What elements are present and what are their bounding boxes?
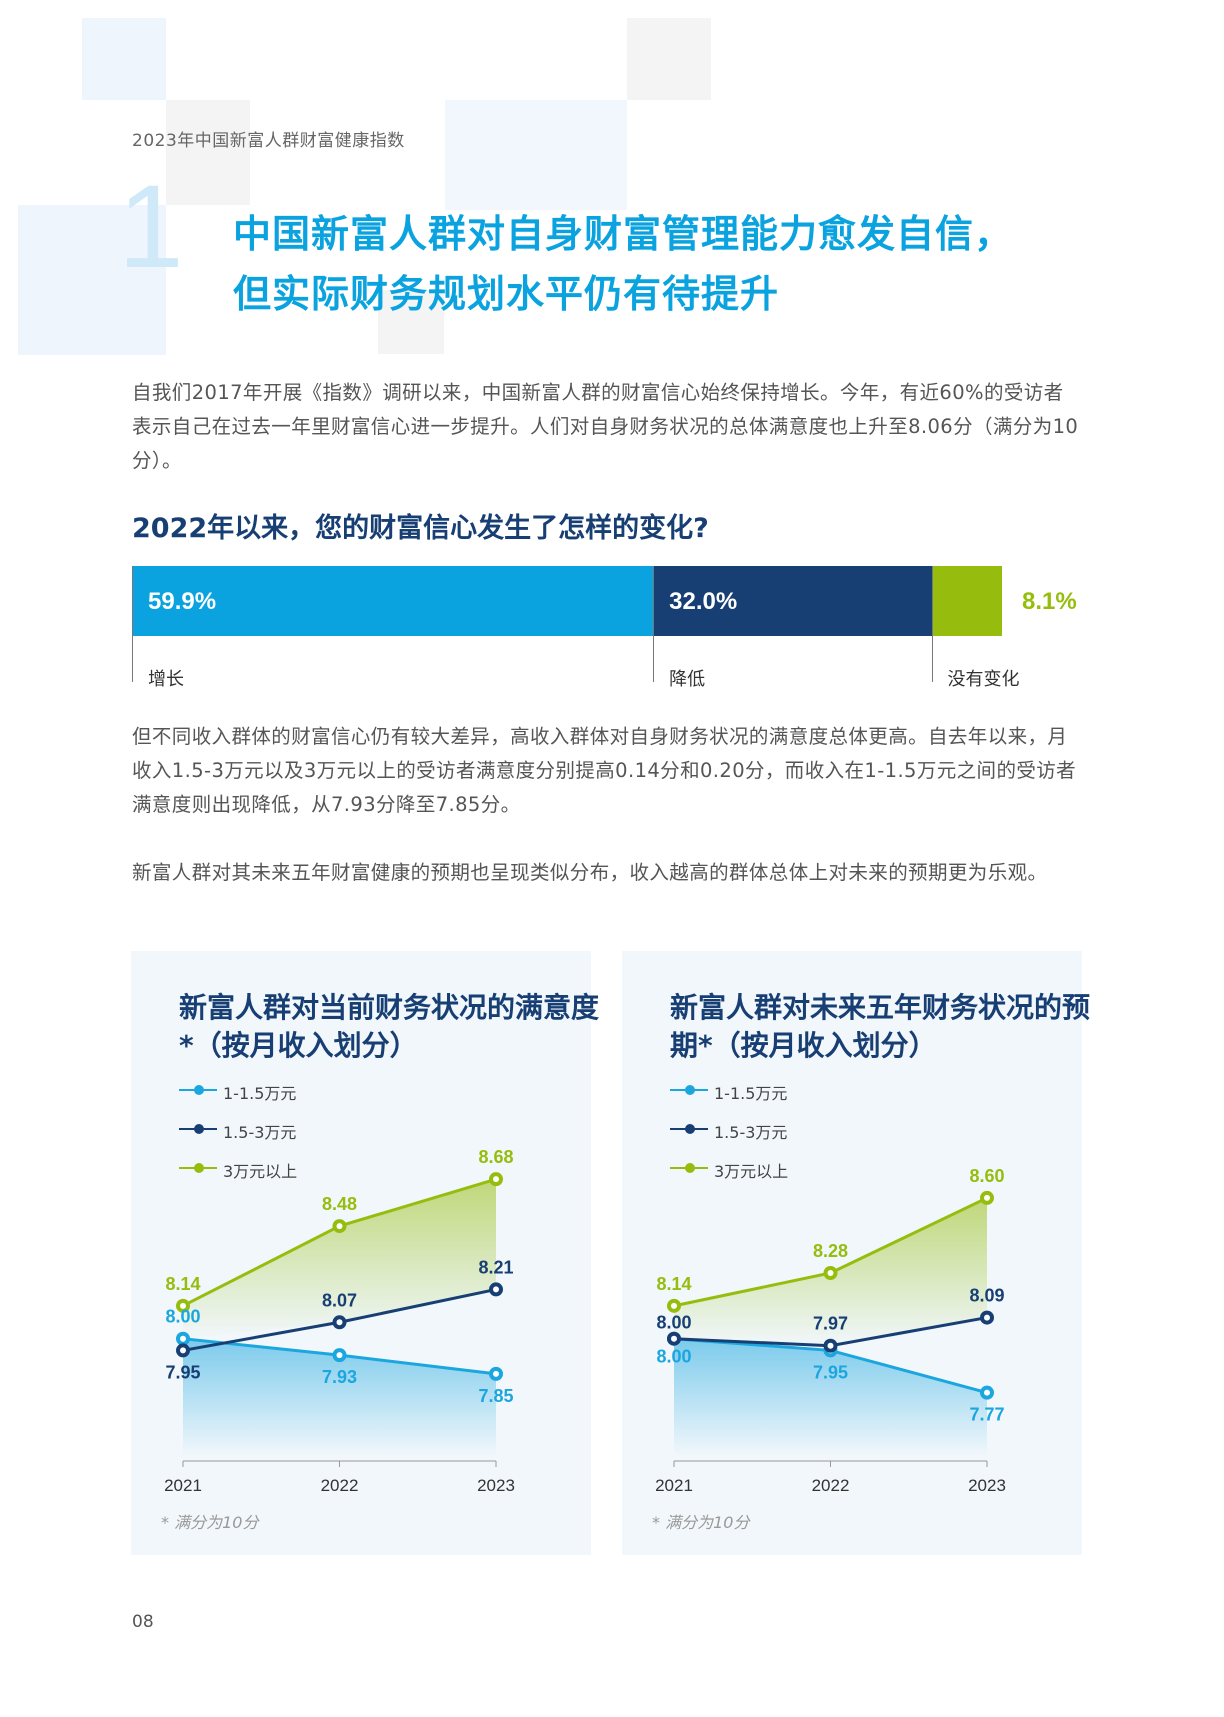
expectation-line-chart: 2021 2022 2023 8.00 7.95 7.77 8.00 7.97 8.09 8.14…: [655, 1166, 1006, 1495]
legend-label: 1.5-3万元: [714, 1123, 788, 1142]
decorative-square: [82, 18, 166, 100]
data-label: 8.21: [478, 1257, 513, 1277]
legend-label: 1.5-3万元: [223, 1123, 297, 1142]
decorative-square: [166, 100, 250, 205]
x-tick-label: 2022: [812, 1476, 850, 1495]
section-title-line-1: 中国新富人群对自身财富管理能力愈发自信，: [233, 212, 1014, 256]
chart-title: 新富人群对未来五年财务状况的预期*（按月收入划分）: [670, 991, 1091, 1062]
intro-paragraph: 自我们2017年开展《指数》调研以来，中国新富人群的财富信心始终保持增长。今年，…: [132, 381, 1079, 472]
decorative-square: [18, 205, 166, 355]
x-tick-label: 2021: [164, 1476, 202, 1495]
data-point-center: [671, 1302, 677, 1309]
data-label: 7.95: [813, 1362, 848, 1382]
data-label: 7.97: [813, 1314, 848, 1334]
bar-value-increase: 59.9%: [148, 588, 217, 615]
bar-tick-nochange: [931, 566, 933, 682]
data-point-center: [984, 1194, 990, 1201]
data-label: 7.93: [322, 1367, 357, 1387]
data-label: 8.28: [813, 1241, 848, 1261]
data-label: 8.68: [478, 1147, 513, 1167]
legend-dot: [194, 1124, 204, 1134]
x-tick-label: 2023: [477, 1476, 515, 1495]
legend-dot: [194, 1085, 204, 1095]
legend-label: 1-1.5万元: [223, 1084, 297, 1103]
area-fill: [674, 1338, 987, 1456]
legend-label: 3万元以上: [223, 1162, 298, 1181]
bar-tick-increase: [132, 566, 133, 682]
data-point-center: [493, 1176, 499, 1183]
data-point-center: [336, 1319, 343, 1326]
data-label: 8.00: [656, 1347, 691, 1367]
bar-segment-nochange: [931, 566, 1002, 636]
data-label: 8.14: [656, 1274, 691, 1294]
x-tick-label: 2021: [655, 1476, 693, 1495]
data-point-center: [984, 1389, 990, 1396]
confidence-stacked-bar: 59.9% 32.0% 8.1%: [132, 566, 1077, 636]
data-point-center: [180, 1347, 186, 1354]
data-label: 8.48: [322, 1194, 357, 1214]
data-point-center: [180, 1335, 186, 1342]
legend-dot: [194, 1163, 204, 1173]
bar-segment-decrease: 32.0%: [653, 566, 932, 636]
expectation-chart-card: 新富人群对未来五年财务状况的预期*（按月收入划分） 1-1.5万元 1.5-3万…: [622, 951, 1090, 1555]
data-point-center: [984, 1314, 990, 1321]
legend-dot: [685, 1124, 695, 1134]
data-point-center: [827, 1270, 834, 1276]
data-point-center: [493, 1286, 499, 1293]
bar-segment-increase: 59.9%: [132, 566, 654, 636]
data-point-center: [336, 1223, 343, 1230]
decorative-square: [627, 18, 711, 100]
data-point-center: [827, 1342, 834, 1349]
bar-value-decrease: 32.0%: [669, 588, 738, 615]
chart-footnote: * 满分为10分: [161, 1513, 259, 1532]
data-point-center: [493, 1370, 499, 1377]
data-label: 8.00: [165, 1307, 200, 1327]
legend-label: 3万元以上: [714, 1162, 789, 1181]
legend-dot: [685, 1085, 695, 1095]
data-label: 8.60: [969, 1166, 1004, 1186]
report-header: 2023年中国新富人群财富健康指数: [132, 131, 405, 151]
legend-dot: [685, 1163, 695, 1173]
x-tick-label: 2023: [968, 1476, 1006, 1495]
bar-label-increase: 增长: [148, 669, 184, 690]
data-point-center: [336, 1352, 343, 1359]
satisfaction-line-chart: 2021 2022 2023 8.00 7.93 7.85 7.95 8.07 8.21 8.14…: [164, 1147, 515, 1495]
data-point-center: [671, 1335, 677, 1342]
data-label: 8.09: [969, 1286, 1004, 1306]
page-number: 08: [132, 1612, 154, 1632]
decorative-square: [378, 290, 444, 354]
decorative-square: [445, 100, 627, 210]
x-tick-label: 2022: [321, 1476, 359, 1495]
satisfaction-chart-card: 新富人群对当前财务状况的满意度*（按月收入划分） 1-1.5万元 1.5-3万元…: [131, 951, 599, 1555]
data-label: 7.77: [969, 1405, 1004, 1425]
chart-title: 新富人群对当前财务状况的满意度*（按月收入划分）: [179, 991, 600, 1062]
data-label: 7.85: [478, 1386, 513, 1406]
bar-label-nochange: 没有变化: [947, 669, 1020, 690]
legend-label: 1-1.5万元: [714, 1084, 788, 1103]
area-fill: [183, 1338, 496, 1456]
section-number: 1: [118, 161, 184, 293]
chart-footnote: * 满分为10分: [652, 1513, 750, 1532]
confidence-question: 2022年以来，您的财富信心发生了怎样的变化?: [132, 513, 709, 544]
data-point-center: [180, 1302, 186, 1309]
bar-label-decrease: 降低: [669, 669, 706, 690]
data-label: 7.95: [165, 1362, 200, 1382]
income-paragraph: 但不同收入群体的财富信心仍有较大差异，高收入群体对自身财务状况的满意度总体更高。…: [132, 725, 1077, 816]
area-fill: [674, 1197, 987, 1346]
section-title: 中国新富人群对自身财富管理能力愈发自信， 但实际财务规划水平仍有待提升: [233, 204, 1133, 324]
bar-tick-decrease: [653, 566, 655, 682]
area-fill: [183, 1179, 496, 1339]
section-title-line-2: 但实际财务规划水平仍有待提升: [233, 272, 780, 316]
data-label: 8.14: [165, 1274, 200, 1294]
bar-value-nochange: 8.1%: [1022, 588, 1077, 615]
data-label: 8.00: [656, 1313, 691, 1333]
data-label: 8.07: [322, 1290, 357, 1310]
expectation-paragraph: 新富人群对其未来五年财富健康的预期也呈现类似分布，收入越高的群体总体上对未来的预…: [132, 861, 1048, 884]
